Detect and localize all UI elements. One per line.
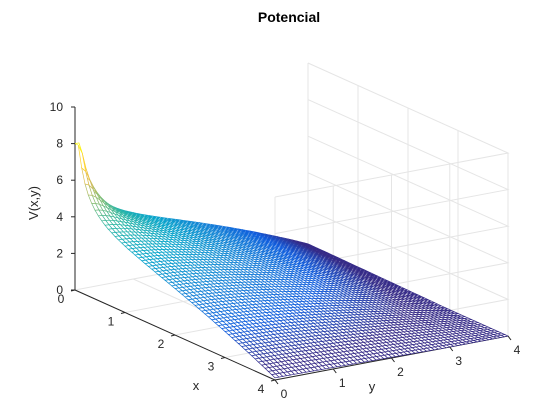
x-axis-label: x (193, 378, 200, 393)
z-tick-label: 4 (56, 210, 63, 224)
z-axis-label: V(x,y) (26, 186, 41, 220)
y-tick-mark (507, 335, 512, 341)
z-tick-label: 10 (50, 100, 64, 114)
z-tick-label: 2 (56, 246, 63, 260)
y-tick-label: 3 (455, 354, 462, 368)
grid-line (274, 62, 510, 198)
y-tick-label: 4 (514, 343, 521, 357)
y-tick-mark (274, 379, 279, 385)
x-tick-mark (170, 334, 176, 337)
x-tick-mark (270, 379, 276, 382)
x-tick-mark (120, 312, 126, 314)
z-tick-label: 8 (56, 137, 63, 151)
z-tick-label: 0 (56, 283, 63, 297)
grid-line (274, 135, 510, 271)
y-axis-label: y (369, 379, 376, 394)
y-tick-label: 0 (281, 387, 288, 401)
surface-cell (73, 142, 83, 154)
y-tick-label: 1 (339, 376, 346, 390)
y-tick-mark (449, 346, 454, 352)
tick-labels: 0 1 2 3 4 0 1 2 3 4 0 2 4 6 8 10 (50, 100, 521, 401)
y-tick-mark (391, 357, 395, 363)
surface-cell (77, 144, 87, 173)
chart-title: Potencial (258, 9, 320, 25)
surface-mesh (73, 142, 510, 379)
grid-line (274, 99, 510, 235)
x-tick-label: 1 (108, 315, 115, 329)
x-tick-label: 4 (258, 382, 265, 396)
y-tick-mark (332, 368, 337, 374)
x-tick-mark (220, 357, 226, 359)
z-tick-label: 6 (56, 173, 63, 187)
x-tick-label: 2 (158, 337, 165, 351)
x-tick-label: 0 (58, 292, 65, 306)
x-tick-label: 3 (208, 360, 215, 374)
y-tick-label: 2 (397, 365, 404, 379)
